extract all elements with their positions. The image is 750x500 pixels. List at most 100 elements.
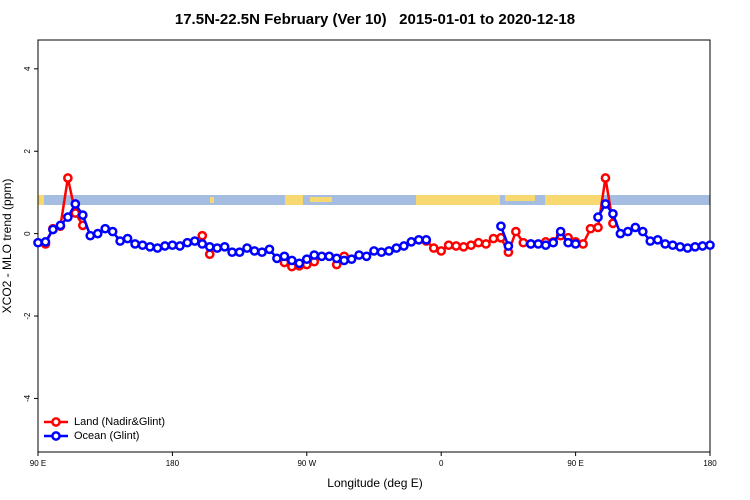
data-point bbox=[242, 243, 252, 253]
data-point bbox=[376, 247, 387, 258]
x-tick-label: 180 bbox=[166, 459, 180, 468]
data-point bbox=[555, 226, 566, 237]
data-point bbox=[630, 222, 641, 233]
data-point bbox=[175, 241, 185, 251]
y-tick-label: 0 bbox=[23, 231, 32, 236]
data-point bbox=[518, 237, 529, 248]
data-point bbox=[593, 222, 603, 233]
y-tick-label: 4 bbox=[23, 66, 32, 71]
data-point bbox=[145, 241, 155, 252]
data-point bbox=[384, 246, 394, 256]
data-point bbox=[481, 239, 491, 249]
data-point bbox=[466, 240, 476, 251]
data-point bbox=[33, 237, 43, 248]
data-point bbox=[361, 251, 372, 262]
data-point bbox=[608, 209, 618, 219]
data-point bbox=[100, 223, 111, 234]
data-point bbox=[197, 230, 208, 241]
data-point bbox=[525, 239, 536, 249]
data-point bbox=[92, 228, 103, 239]
data-point bbox=[533, 239, 544, 249]
data-point bbox=[511, 226, 521, 237]
legend-marker bbox=[51, 417, 61, 427]
legend-marker bbox=[51, 431, 61, 441]
data-point bbox=[77, 210, 88, 220]
data-point bbox=[593, 212, 603, 223]
data-point bbox=[331, 253, 342, 264]
data-point bbox=[369, 246, 379, 256]
data-point bbox=[570, 239, 581, 249]
data-point bbox=[122, 233, 133, 244]
data-point bbox=[309, 250, 320, 260]
data-point bbox=[264, 244, 275, 255]
data-point bbox=[48, 224, 58, 235]
data-point bbox=[443, 240, 454, 251]
data-point bbox=[85, 230, 96, 241]
data-point bbox=[316, 251, 327, 262]
y-tick-label: -4 bbox=[23, 394, 32, 402]
data-point bbox=[436, 246, 447, 256]
data-point bbox=[279, 251, 290, 262]
x-tick-label: 0 bbox=[439, 459, 444, 468]
data-point bbox=[227, 247, 237, 258]
data-point bbox=[667, 240, 678, 251]
data-point bbox=[152, 243, 163, 253]
data-point bbox=[473, 237, 484, 248]
data-point bbox=[234, 247, 245, 258]
data-point bbox=[40, 237, 51, 247]
data-point bbox=[55, 220, 66, 231]
data-point bbox=[212, 243, 223, 253]
data-point bbox=[301, 254, 312, 265]
data-point bbox=[130, 239, 140, 249]
data-point bbox=[600, 173, 611, 183]
data-point bbox=[107, 226, 118, 237]
data-point bbox=[503, 241, 514, 251]
data-point bbox=[324, 251, 335, 262]
data-point bbox=[354, 250, 364, 260]
data-point bbox=[428, 243, 439, 253]
data-point bbox=[697, 241, 708, 251]
data-point bbox=[645, 236, 656, 246]
data-point bbox=[197, 239, 208, 249]
data-point bbox=[451, 241, 461, 251]
y-tick-label: 2 bbox=[23, 148, 32, 153]
x-axis-label: Longitude (deg E) bbox=[327, 476, 422, 490]
data-point bbox=[257, 247, 267, 258]
data-point bbox=[421, 234, 432, 245]
data-point bbox=[652, 234, 663, 245]
data-point bbox=[189, 236, 200, 246]
data-point bbox=[272, 253, 282, 264]
data-point bbox=[399, 241, 409, 251]
land-ocean-strip bbox=[38, 195, 710, 205]
data-point bbox=[705, 240, 715, 251]
data-point bbox=[137, 240, 148, 251]
data-point bbox=[406, 237, 417, 247]
x-tick-label: 90 E bbox=[567, 459, 583, 468]
legend-label: Land (Nadir&Glint) bbox=[74, 416, 165, 428]
data-point bbox=[600, 199, 611, 209]
data-point bbox=[563, 237, 573, 248]
data-point bbox=[615, 228, 626, 239]
data-point bbox=[249, 246, 260, 256]
data-point bbox=[287, 255, 297, 266]
data-point bbox=[219, 241, 230, 252]
data-point bbox=[548, 237, 559, 248]
data-point bbox=[182, 237, 193, 248]
data-point bbox=[204, 249, 215, 260]
data-point bbox=[413, 234, 424, 245]
y-axis-label: XCO2 - MLO trend (ppm) bbox=[0, 179, 14, 314]
data-point bbox=[204, 241, 215, 252]
x-tick-label: 90 E bbox=[30, 459, 46, 468]
x-tick-label: 180 bbox=[703, 459, 717, 468]
data-point bbox=[578, 239, 588, 249]
data-point bbox=[675, 241, 685, 252]
data-point bbox=[540, 240, 551, 251]
legend-label: Ocean (Glint) bbox=[74, 430, 139, 442]
data-point bbox=[391, 243, 402, 253]
data-point bbox=[346, 254, 357, 265]
data-point bbox=[690, 241, 700, 252]
data-point bbox=[70, 199, 81, 209]
data-point bbox=[63, 173, 73, 183]
data-point bbox=[488, 233, 499, 244]
